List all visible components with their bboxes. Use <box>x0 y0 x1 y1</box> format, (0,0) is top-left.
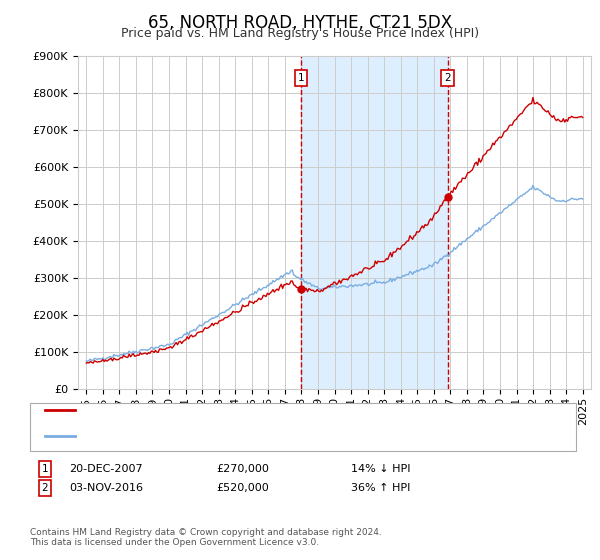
Text: 65, NORTH ROAD, HYTHE, CT21 5DX: 65, NORTH ROAD, HYTHE, CT21 5DX <box>148 14 452 32</box>
Text: £270,000: £270,000 <box>216 464 269 474</box>
Text: 65, NORTH ROAD, HYTHE, CT21 5DX (detached house): 65, NORTH ROAD, HYTHE, CT21 5DX (detache… <box>81 405 386 416</box>
Text: 20-DEC-2007: 20-DEC-2007 <box>69 464 143 474</box>
Text: Contains HM Land Registry data © Crown copyright and database right 2024.
This d: Contains HM Land Registry data © Crown c… <box>30 528 382 547</box>
Text: 1: 1 <box>41 464 49 474</box>
Text: 03-NOV-2016: 03-NOV-2016 <box>69 483 143 493</box>
Text: 2: 2 <box>41 483 49 493</box>
Text: 1: 1 <box>298 73 304 83</box>
Text: 36% ↑ HPI: 36% ↑ HPI <box>351 483 410 493</box>
Text: Price paid vs. HM Land Registry's House Price Index (HPI): Price paid vs. HM Land Registry's House … <box>121 27 479 40</box>
Text: £520,000: £520,000 <box>216 483 269 493</box>
Text: 2: 2 <box>445 73 451 83</box>
Text: 14% ↓ HPI: 14% ↓ HPI <box>351 464 410 474</box>
Bar <box>301 56 448 389</box>
Text: HPI: Average price, detached house, Folkestone and Hythe: HPI: Average price, detached house, Folk… <box>81 431 409 441</box>
